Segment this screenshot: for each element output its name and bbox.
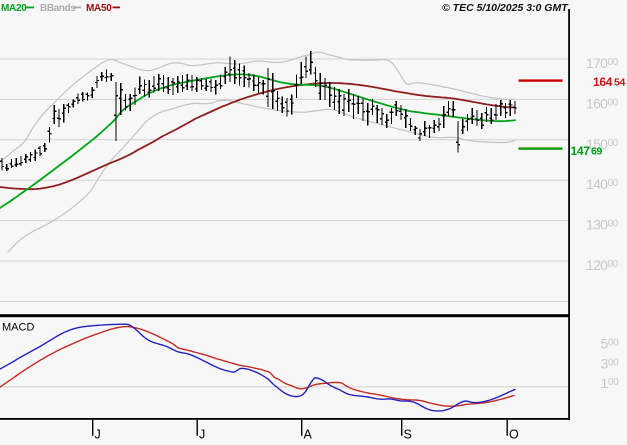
svg-text:150: 150: [586, 136, 608, 152]
svg-text:A: A: [304, 428, 313, 441]
svg-text:00: 00: [608, 97, 619, 108]
svg-text:00: 00: [608, 219, 619, 230]
svg-text:S: S: [404, 428, 412, 441]
svg-text:140: 140: [586, 176, 608, 192]
svg-text:164: 164: [593, 75, 613, 89]
svg-text:3: 3: [601, 355, 609, 371]
svg-text:170: 170: [586, 55, 608, 71]
svg-text:J: J: [95, 428, 101, 441]
svg-text:00: 00: [608, 338, 619, 349]
svg-text:00: 00: [608, 138, 619, 149]
svg-text:5: 5: [601, 336, 609, 352]
svg-text:54: 54: [614, 76, 626, 88]
svg-text:J: J: [199, 428, 205, 441]
svg-text:MA50: MA50: [86, 3, 112, 14]
svg-text:00: 00: [608, 57, 619, 68]
svg-text:130: 130: [586, 217, 608, 233]
svg-text:69: 69: [591, 145, 603, 157]
svg-text:MA20: MA20: [1, 3, 27, 14]
svg-text:MACD: MACD: [2, 322, 34, 334]
svg-text:00: 00: [608, 178, 619, 189]
svg-text:147: 147: [571, 144, 591, 158]
svg-text:00: 00: [608, 357, 619, 368]
svg-text:© TEC 5/10/2025 3:0 GMT: © TEC 5/10/2025 3:0 GMT: [442, 2, 569, 14]
svg-text:1: 1: [601, 375, 609, 391]
svg-text:120: 120: [586, 257, 608, 273]
svg-text:O: O: [509, 428, 519, 441]
svg-text:00: 00: [608, 259, 619, 270]
svg-text:BBands: BBands: [40, 3, 76, 14]
svg-text:00: 00: [608, 377, 619, 388]
svg-text:160: 160: [586, 95, 608, 111]
